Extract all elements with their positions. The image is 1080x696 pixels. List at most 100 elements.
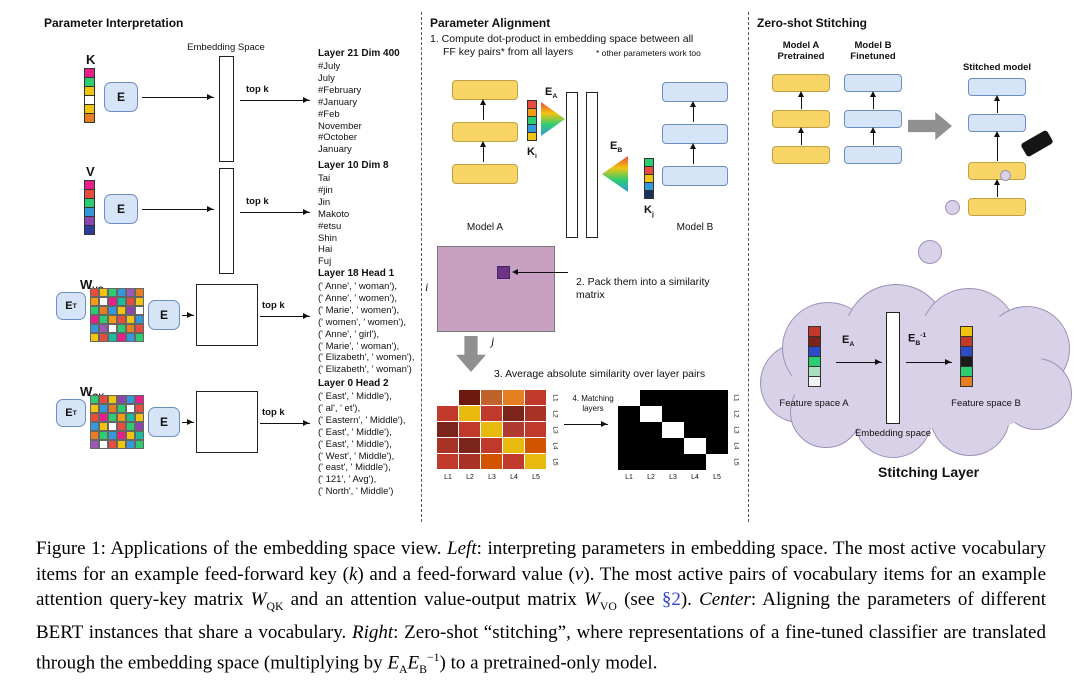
cloud-ea-sub: A bbox=[849, 341, 855, 349]
list-item: L2 bbox=[466, 474, 474, 481]
grid-cell bbox=[126, 404, 135, 413]
heatmap-col-labels: L1 L2 L3 L4 L5 bbox=[437, 474, 547, 481]
cloud-eb-main: E bbox=[908, 332, 916, 345]
et-box-wvo-main: E bbox=[65, 300, 73, 312]
layer-arrow-icon bbox=[869, 91, 876, 109]
model-a-heading: Model A Pretrained bbox=[768, 40, 834, 62]
layer-arrow-icon bbox=[797, 127, 804, 145]
matching-row-labels: L1 L2 L3 L4 L5 bbox=[730, 390, 741, 470]
grid-cell bbox=[618, 438, 640, 454]
v-row-label: V bbox=[86, 164, 95, 179]
grid-cell bbox=[108, 404, 117, 413]
center-panel-title: Parameter Alignment bbox=[430, 16, 551, 30]
caption-segment: Left bbox=[447, 538, 477, 559]
caption-segment: E bbox=[387, 652, 400, 674]
step1-note: * other parameters work too bbox=[596, 48, 701, 58]
caption-segment: (see bbox=[616, 589, 662, 611]
grid-cell bbox=[99, 404, 108, 413]
vocab-items-v: Tai #jin Jin Makoto #etsu Shin Hai Fuj bbox=[318, 173, 389, 268]
list-item: #October bbox=[318, 132, 358, 144]
grid-cell bbox=[437, 422, 459, 438]
caption-segment: : Aligning the parameters of different B… bbox=[36, 589, 1046, 643]
grid-cell bbox=[90, 324, 99, 333]
grid-cell bbox=[90, 297, 99, 306]
eb-projection-fan-icon bbox=[602, 156, 628, 192]
caption-segment: B bbox=[419, 663, 428, 677]
grid-cell bbox=[90, 395, 99, 404]
grid-cell bbox=[662, 390, 684, 406]
list-item: #etsu bbox=[318, 220, 342, 232]
list-item: L4 bbox=[732, 442, 740, 450]
layer-arrow-icon bbox=[993, 95, 1000, 113]
vocab-list-wvo: Layer 18 Head 1 (' Anne', ' woman'), (' A… bbox=[318, 268, 414, 376]
grid-cell bbox=[640, 406, 662, 422]
vocab-list-title-v: Layer 10 Dim 8 bbox=[318, 160, 389, 171]
param-matrix-wvo bbox=[90, 288, 144, 342]
layer-similarity-heatmap bbox=[437, 390, 547, 470]
top-k-arrow-k-icon bbox=[240, 96, 310, 103]
v-vector bbox=[84, 180, 95, 235]
vector-cell bbox=[808, 376, 821, 387]
list-item: (' Elizabeth', ' woman') bbox=[318, 364, 412, 376]
grid-cell bbox=[706, 454, 728, 470]
grid-cell bbox=[90, 288, 99, 297]
top-k-label-wqk: top k bbox=[262, 407, 285, 418]
projection-square-wvo bbox=[196, 284, 258, 346]
grid-cell bbox=[90, 440, 99, 449]
list-item: (' East', ' Middle'), bbox=[318, 438, 392, 450]
list-item: (' West', ' Middle'), bbox=[318, 450, 395, 462]
list-item: (' North', ' Middle') bbox=[318, 486, 394, 498]
grid-cell bbox=[525, 390, 547, 406]
list-item: (' Eastern', ' Middle'), bbox=[318, 414, 406, 426]
list-item: (' 121', ' Avg'), bbox=[318, 474, 377, 486]
model-a-heading-line2: Pretrained bbox=[777, 51, 825, 62]
et-box-wqk-sup: T bbox=[72, 409, 77, 417]
vector-cell bbox=[960, 376, 973, 387]
step1-line1: 1. Compute dot-product in embedding spac… bbox=[430, 33, 694, 45]
grid-cell bbox=[108, 413, 117, 422]
grid-cell bbox=[640, 438, 662, 454]
grid-cell bbox=[99, 440, 108, 449]
vocab-list-title-wvo: Layer 18 Head 1 bbox=[318, 268, 395, 279]
list-item: L3 bbox=[551, 426, 559, 434]
vector-cell bbox=[84, 225, 95, 235]
et-box-wvo-sup: T bbox=[72, 302, 77, 310]
e-box-v: E bbox=[104, 194, 138, 224]
section-link[interactable]: §2 bbox=[661, 589, 681, 611]
grid-cell bbox=[90, 404, 99, 413]
eb-label: EB bbox=[610, 140, 622, 154]
vocab-items-wvo: (' Anne', ' woman'), (' Anne', ' women'),… bbox=[318, 281, 414, 376]
vector-cell bbox=[527, 132, 537, 141]
list-item: November bbox=[318, 120, 362, 132]
grid-cell bbox=[481, 422, 503, 438]
grid-cell bbox=[437, 390, 459, 406]
grid-cell bbox=[481, 454, 503, 470]
list-item: Tai bbox=[318, 173, 331, 184]
list-item: L4 bbox=[551, 442, 559, 450]
caption-segment: and an attention value-output matrix bbox=[283, 589, 585, 611]
grid-cell bbox=[108, 324, 117, 333]
grid-cell bbox=[117, 315, 126, 324]
list-item: (' women', ' women'), bbox=[318, 316, 407, 328]
grid-cell bbox=[459, 422, 481, 438]
caption-segment: Right bbox=[352, 621, 394, 643]
grid-cell bbox=[108, 333, 117, 342]
list-item: (' Anne', ' girl'), bbox=[318, 328, 380, 340]
kj-label-sub: j bbox=[651, 211, 654, 219]
arrow-e-to-embedding-k-icon bbox=[142, 93, 214, 100]
grid-cell bbox=[662, 406, 684, 422]
feature-space-a-label: Feature space A bbox=[779, 398, 849, 409]
caption-segment: A bbox=[399, 663, 408, 677]
list-item: Hai bbox=[318, 244, 333, 256]
grid-cell bbox=[618, 390, 640, 406]
feature-space-a-vector bbox=[808, 326, 821, 387]
grid-cell bbox=[99, 306, 108, 315]
grid-cell bbox=[135, 306, 144, 315]
grid-cell bbox=[117, 422, 126, 431]
grid-cell bbox=[135, 297, 144, 306]
list-item: Shin bbox=[318, 232, 338, 244]
list-item: L2 bbox=[551, 410, 559, 418]
grid-cell bbox=[99, 422, 108, 431]
grid-cell bbox=[135, 324, 144, 333]
grid-cell bbox=[684, 406, 706, 422]
